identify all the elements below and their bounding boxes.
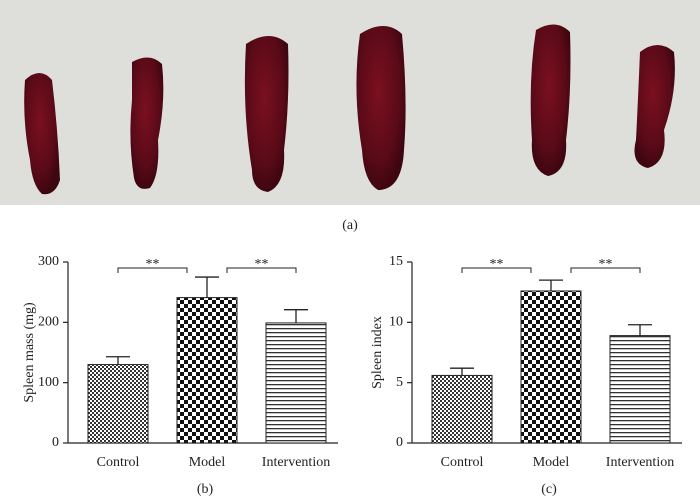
y-tick-label: 0: [52, 435, 59, 450]
significance-label: **: [255, 257, 269, 272]
x-tick-label: Intervention: [606, 455, 674, 470]
bar: [176, 297, 238, 444]
photo-caption: (a): [342, 218, 358, 233]
significance-label: **: [490, 257, 504, 272]
bar: [609, 335, 671, 444]
error-bar: [106, 356, 130, 365]
significance-label: **: [599, 257, 613, 272]
y-tick-label: 100: [38, 375, 59, 390]
x-tick-label: Model: [533, 455, 570, 470]
y-tick-label: 10: [389, 315, 403, 330]
significance-bracket: [461, 267, 532, 273]
y-axis-label: Spleen index: [370, 316, 385, 389]
x-tick-label: Intervention: [262, 455, 330, 470]
significance-bracket: [117, 267, 188, 273]
error-bar: [284, 309, 308, 323]
error-bar: [628, 324, 652, 336]
bar: [87, 364, 149, 444]
significance-label: **: [146, 257, 160, 272]
x-tick-label: Control: [441, 455, 484, 470]
significance-bracket: [226, 267, 297, 273]
y-tick-label: 15: [389, 254, 403, 269]
error-bar: [195, 276, 219, 298]
panel-caption: (b): [197, 482, 214, 497]
y-tick-label: 5: [396, 375, 403, 390]
significance-bracket: [570, 267, 641, 273]
bar: [431, 374, 493, 444]
photo: [0, 0, 700, 205]
panel-caption: (c): [541, 482, 557, 497]
bar: [265, 322, 327, 444]
bar: [520, 290, 582, 444]
y-tick-label: 0: [396, 435, 403, 450]
y-tick-label: 300: [38, 254, 59, 269]
y-tick-label: 200: [38, 315, 59, 330]
error-bar: [450, 367, 474, 376]
x-tick-label: Model: [189, 455, 226, 470]
error-bar: [539, 279, 563, 291]
y-axis-label: Spleen mass (mg): [22, 302, 37, 403]
x-tick-label: Control: [97, 455, 140, 470]
